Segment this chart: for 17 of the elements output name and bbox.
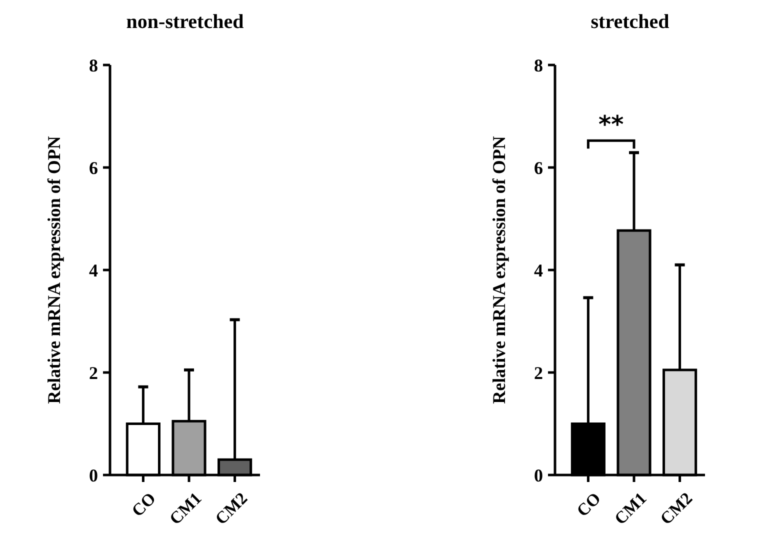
y-tick-label: 4 <box>534 260 543 280</box>
y-tick-label: 8 <box>89 55 98 76</box>
y-tick-label: 2 <box>534 362 543 383</box>
annotation: ** <box>598 110 624 139</box>
y-axis-title: Relative mRNA expression of OPN <box>44 136 64 404</box>
y-tick-label: 2 <box>89 362 98 383</box>
y-tick-label: 0 <box>534 465 543 486</box>
x-tick-label: CO <box>572 488 604 520</box>
chart-title: non-stretched <box>126 11 244 33</box>
y-tick-label: 6 <box>89 158 98 178</box>
y-tick-label: 4 <box>89 260 98 280</box>
y-tick-label: 0 <box>89 465 98 486</box>
y-axis-title: Relative mRNA expression of OPN <box>489 136 509 404</box>
y-tick-label: 8 <box>534 55 543 76</box>
x-tick-label: CO <box>128 488 160 520</box>
y-tick-label: 6 <box>534 158 543 178</box>
chart-title: stretched <box>590 11 670 33</box>
